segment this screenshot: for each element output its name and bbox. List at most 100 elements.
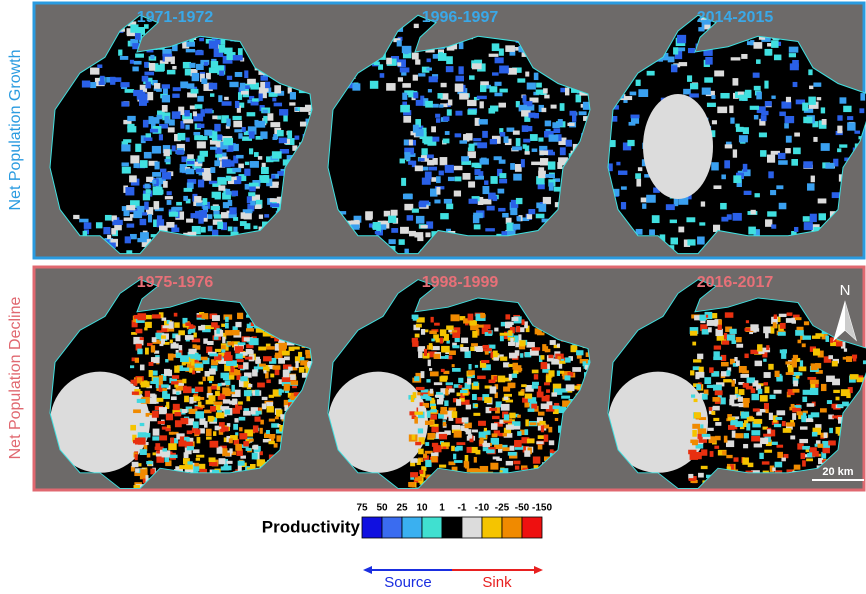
pixel — [774, 314, 777, 319]
pixel — [778, 160, 788, 165]
pixel — [272, 151, 282, 158]
pixel — [490, 139, 497, 144]
pixel — [145, 184, 150, 189]
pixel — [793, 355, 798, 359]
legend-tick: -25 — [495, 503, 510, 514]
pixel — [811, 176, 815, 183]
pixel — [132, 66, 138, 71]
pixel — [779, 112, 786, 116]
pixel — [245, 162, 249, 165]
pixel — [125, 236, 131, 243]
pixel — [445, 355, 449, 359]
pixel — [820, 408, 827, 412]
pixel — [804, 222, 813, 230]
pixel — [690, 440, 698, 444]
pixel — [483, 348, 492, 351]
pixel — [734, 457, 739, 461]
pixel — [373, 222, 381, 230]
pixel — [528, 113, 535, 118]
pixel — [226, 119, 230, 127]
pixel — [103, 227, 110, 234]
pixel — [431, 317, 434, 323]
pixel — [853, 358, 856, 362]
pixel — [454, 166, 463, 170]
pixel — [402, 93, 407, 100]
pixel — [140, 232, 149, 239]
pixel — [256, 411, 262, 415]
pixel — [808, 69, 812, 75]
figure: Net Population Growth Net Population Dec… — [0, 0, 866, 589]
pixel — [178, 330, 185, 335]
pixel — [499, 173, 506, 178]
pixel — [803, 117, 812, 123]
pixel — [441, 369, 445, 372]
pixel — [225, 380, 231, 385]
pixel — [836, 397, 840, 401]
pixel — [196, 458, 200, 461]
pixel — [742, 370, 749, 373]
pixel — [446, 326, 453, 330]
pixel — [466, 404, 471, 409]
pixel — [291, 380, 299, 384]
pixel — [202, 377, 205, 381]
pixel — [232, 168, 241, 172]
pixel — [545, 174, 555, 178]
pixel — [523, 139, 530, 143]
pixel — [244, 390, 252, 396]
pixel — [403, 194, 413, 199]
pixel — [701, 466, 708, 469]
pixel — [271, 175, 275, 179]
pixel — [701, 201, 705, 206]
pixel — [416, 387, 425, 390]
pixel — [187, 446, 194, 450]
pixel — [225, 330, 232, 335]
pixel — [73, 215, 79, 219]
pixel — [468, 364, 471, 370]
pixel — [728, 417, 735, 420]
pixel — [210, 93, 214, 96]
pixel — [130, 365, 134, 368]
pixel — [159, 407, 167, 414]
pixel — [229, 207, 236, 214]
pixel — [490, 176, 497, 184]
pixel — [504, 136, 509, 143]
pixel — [195, 50, 203, 55]
pixel — [430, 389, 433, 394]
pixel — [439, 52, 443, 59]
pixel — [445, 131, 450, 135]
pixel — [215, 391, 220, 396]
pixel — [762, 461, 770, 464]
pixel — [794, 372, 803, 375]
pixel — [477, 96, 487, 99]
pixel — [259, 215, 263, 219]
pixel — [445, 389, 448, 396]
pixel — [235, 101, 239, 108]
pixel — [813, 137, 817, 142]
pixel — [543, 197, 551, 204]
pixel — [223, 466, 231, 471]
pixel — [210, 147, 217, 150]
pixel — [711, 162, 719, 170]
pixel — [756, 412, 762, 415]
pixel — [236, 370, 240, 375]
pixel — [238, 164, 244, 169]
pixel — [807, 183, 815, 190]
pixel — [163, 181, 168, 188]
pixel — [767, 211, 776, 216]
pixel — [234, 418, 238, 422]
pixel — [786, 136, 792, 143]
pixel — [206, 437, 212, 440]
pixel — [482, 199, 492, 205]
pixel — [262, 403, 266, 409]
pixel — [449, 388, 455, 392]
pixel — [432, 158, 437, 165]
pixel — [433, 445, 441, 452]
pixel — [233, 217, 238, 221]
pixel — [512, 374, 517, 378]
pixel — [441, 442, 450, 446]
pixel — [135, 54, 144, 58]
pixel — [726, 455, 732, 458]
pixel — [487, 206, 495, 211]
pixel — [739, 135, 748, 142]
pixel — [631, 115, 640, 119]
